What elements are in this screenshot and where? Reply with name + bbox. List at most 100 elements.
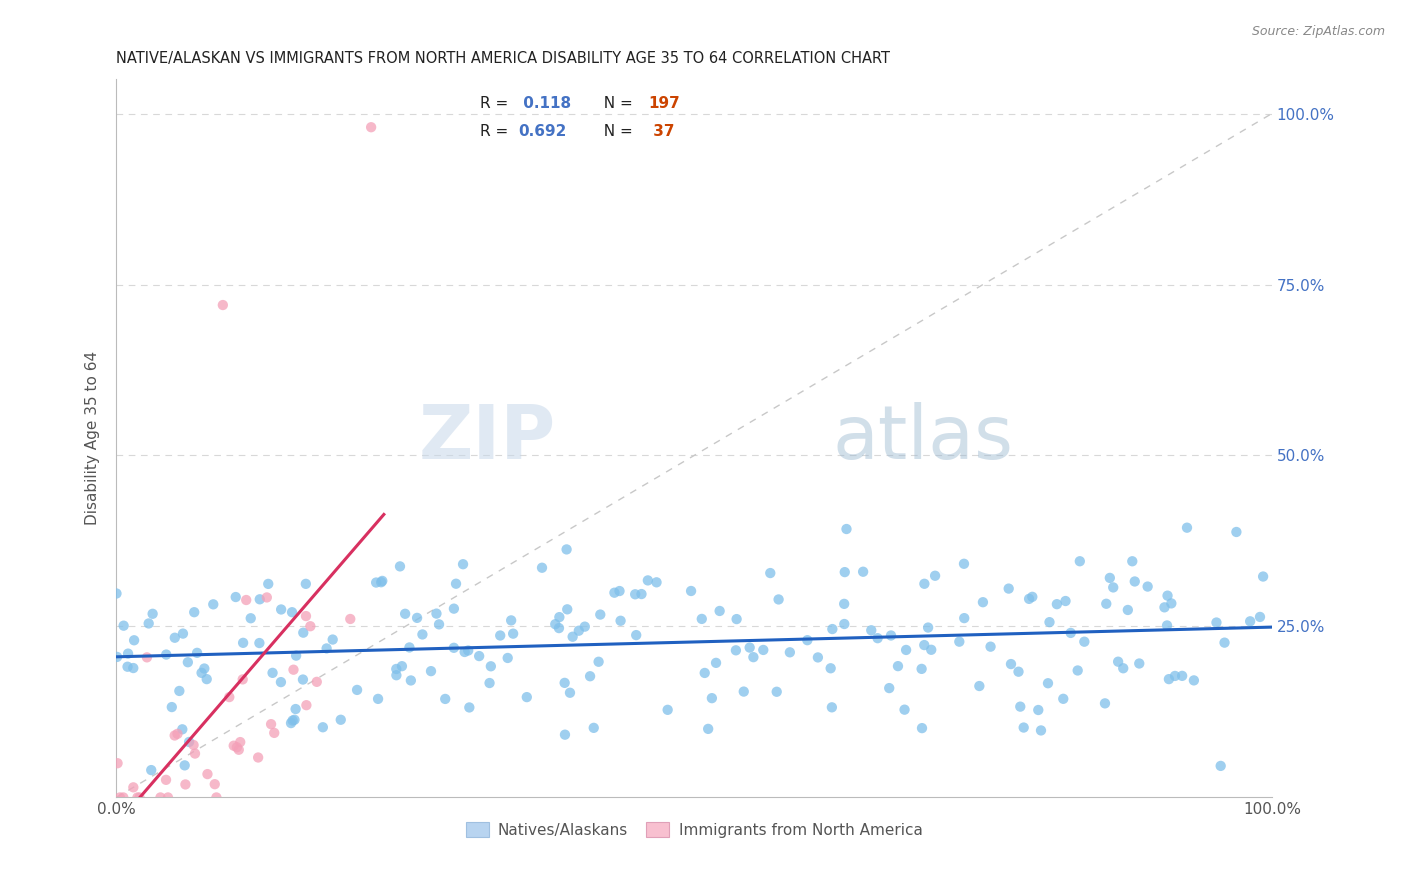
Point bbox=[1123, 574, 1146, 589]
Point bbox=[283, 713, 305, 727]
Point bbox=[394, 607, 416, 621]
Point bbox=[105, 649, 128, 664]
Point bbox=[222, 739, 245, 753]
Point bbox=[1038, 615, 1060, 629]
Point bbox=[112, 790, 135, 805]
Point bbox=[832, 597, 855, 611]
Point bbox=[630, 587, 652, 601]
Point bbox=[887, 659, 910, 673]
Point bbox=[257, 577, 280, 591]
Point bbox=[796, 633, 818, 648]
Point bbox=[1094, 697, 1116, 711]
Point bbox=[1205, 615, 1227, 630]
Point bbox=[468, 649, 491, 664]
Point bbox=[281, 605, 304, 619]
Point bbox=[281, 714, 304, 728]
Point bbox=[1225, 524, 1247, 539]
Point bbox=[105, 586, 128, 600]
Point bbox=[1249, 610, 1271, 624]
Point bbox=[866, 631, 889, 645]
Point bbox=[388, 559, 411, 574]
Point bbox=[742, 650, 765, 665]
Point bbox=[972, 595, 994, 609]
Point bbox=[270, 675, 292, 690]
Point bbox=[247, 636, 270, 650]
Point bbox=[315, 641, 337, 656]
Point bbox=[1012, 721, 1035, 735]
Point bbox=[1073, 634, 1095, 648]
Point bbox=[128, 790, 150, 805]
Text: Source: ZipAtlas.com: Source: ZipAtlas.com bbox=[1251, 25, 1385, 38]
Point bbox=[190, 665, 212, 680]
Text: 0.118: 0.118 bbox=[519, 95, 572, 111]
Point bbox=[186, 646, 208, 660]
Point bbox=[232, 673, 254, 687]
Point bbox=[969, 679, 991, 693]
Point bbox=[295, 698, 318, 713]
Point bbox=[177, 735, 200, 749]
Point bbox=[177, 655, 200, 669]
Point bbox=[834, 565, 856, 579]
Point bbox=[225, 740, 247, 755]
Point bbox=[155, 772, 177, 787]
Point bbox=[1018, 591, 1040, 606]
Point bbox=[548, 621, 571, 635]
Point bbox=[1069, 554, 1091, 568]
Text: 197: 197 bbox=[648, 95, 679, 111]
Point bbox=[1156, 589, 1178, 603]
Point bbox=[444, 576, 467, 591]
Point bbox=[554, 676, 576, 690]
Point bbox=[197, 767, 219, 781]
Point bbox=[1029, 723, 1052, 738]
Point bbox=[291, 673, 314, 687]
Point bbox=[912, 638, 935, 652]
Point bbox=[725, 612, 748, 626]
Point bbox=[156, 790, 179, 805]
Point bbox=[292, 625, 315, 640]
Point bbox=[1066, 664, 1088, 678]
Point bbox=[339, 612, 361, 626]
Point bbox=[501, 614, 523, 628]
Point bbox=[1157, 672, 1180, 686]
Point bbox=[1010, 699, 1032, 714]
Point bbox=[1046, 597, 1069, 611]
Point bbox=[346, 682, 368, 697]
Point bbox=[1239, 615, 1261, 629]
Point bbox=[589, 607, 612, 622]
Point bbox=[425, 607, 447, 621]
Text: NATIVE/ALASKAN VS IMMIGRANTS FROM NORTH AMERICA DISABILITY AGE 35 TO 64 CORRELAT: NATIVE/ALASKAN VS IMMIGRANTS FROM NORTH … bbox=[117, 51, 890, 66]
Point bbox=[322, 632, 344, 647]
Point bbox=[1021, 590, 1043, 604]
Point bbox=[544, 617, 567, 632]
Point bbox=[609, 614, 631, 628]
Point bbox=[953, 557, 976, 571]
Point bbox=[1182, 673, 1205, 688]
Point bbox=[136, 650, 159, 665]
Point bbox=[548, 610, 571, 624]
Point bbox=[704, 656, 727, 670]
Point bbox=[924, 568, 946, 582]
Point bbox=[880, 628, 903, 642]
Text: ZIP: ZIP bbox=[418, 402, 555, 475]
Point bbox=[709, 604, 731, 618]
Point bbox=[697, 722, 720, 736]
Point bbox=[912, 576, 935, 591]
Point bbox=[172, 626, 194, 640]
Point bbox=[172, 723, 194, 737]
Point bbox=[893, 703, 915, 717]
Point bbox=[582, 721, 605, 735]
Point bbox=[479, 659, 502, 673]
Point bbox=[555, 602, 578, 616]
Point bbox=[406, 611, 429, 625]
Point bbox=[263, 726, 285, 740]
Point bbox=[821, 622, 844, 636]
Point bbox=[624, 628, 647, 642]
Point bbox=[1136, 580, 1159, 594]
Point bbox=[609, 584, 631, 599]
Point bbox=[554, 728, 576, 742]
Point bbox=[779, 645, 801, 659]
Point bbox=[184, 747, 207, 761]
Point bbox=[752, 643, 775, 657]
Point bbox=[183, 605, 205, 619]
Point bbox=[1095, 597, 1118, 611]
